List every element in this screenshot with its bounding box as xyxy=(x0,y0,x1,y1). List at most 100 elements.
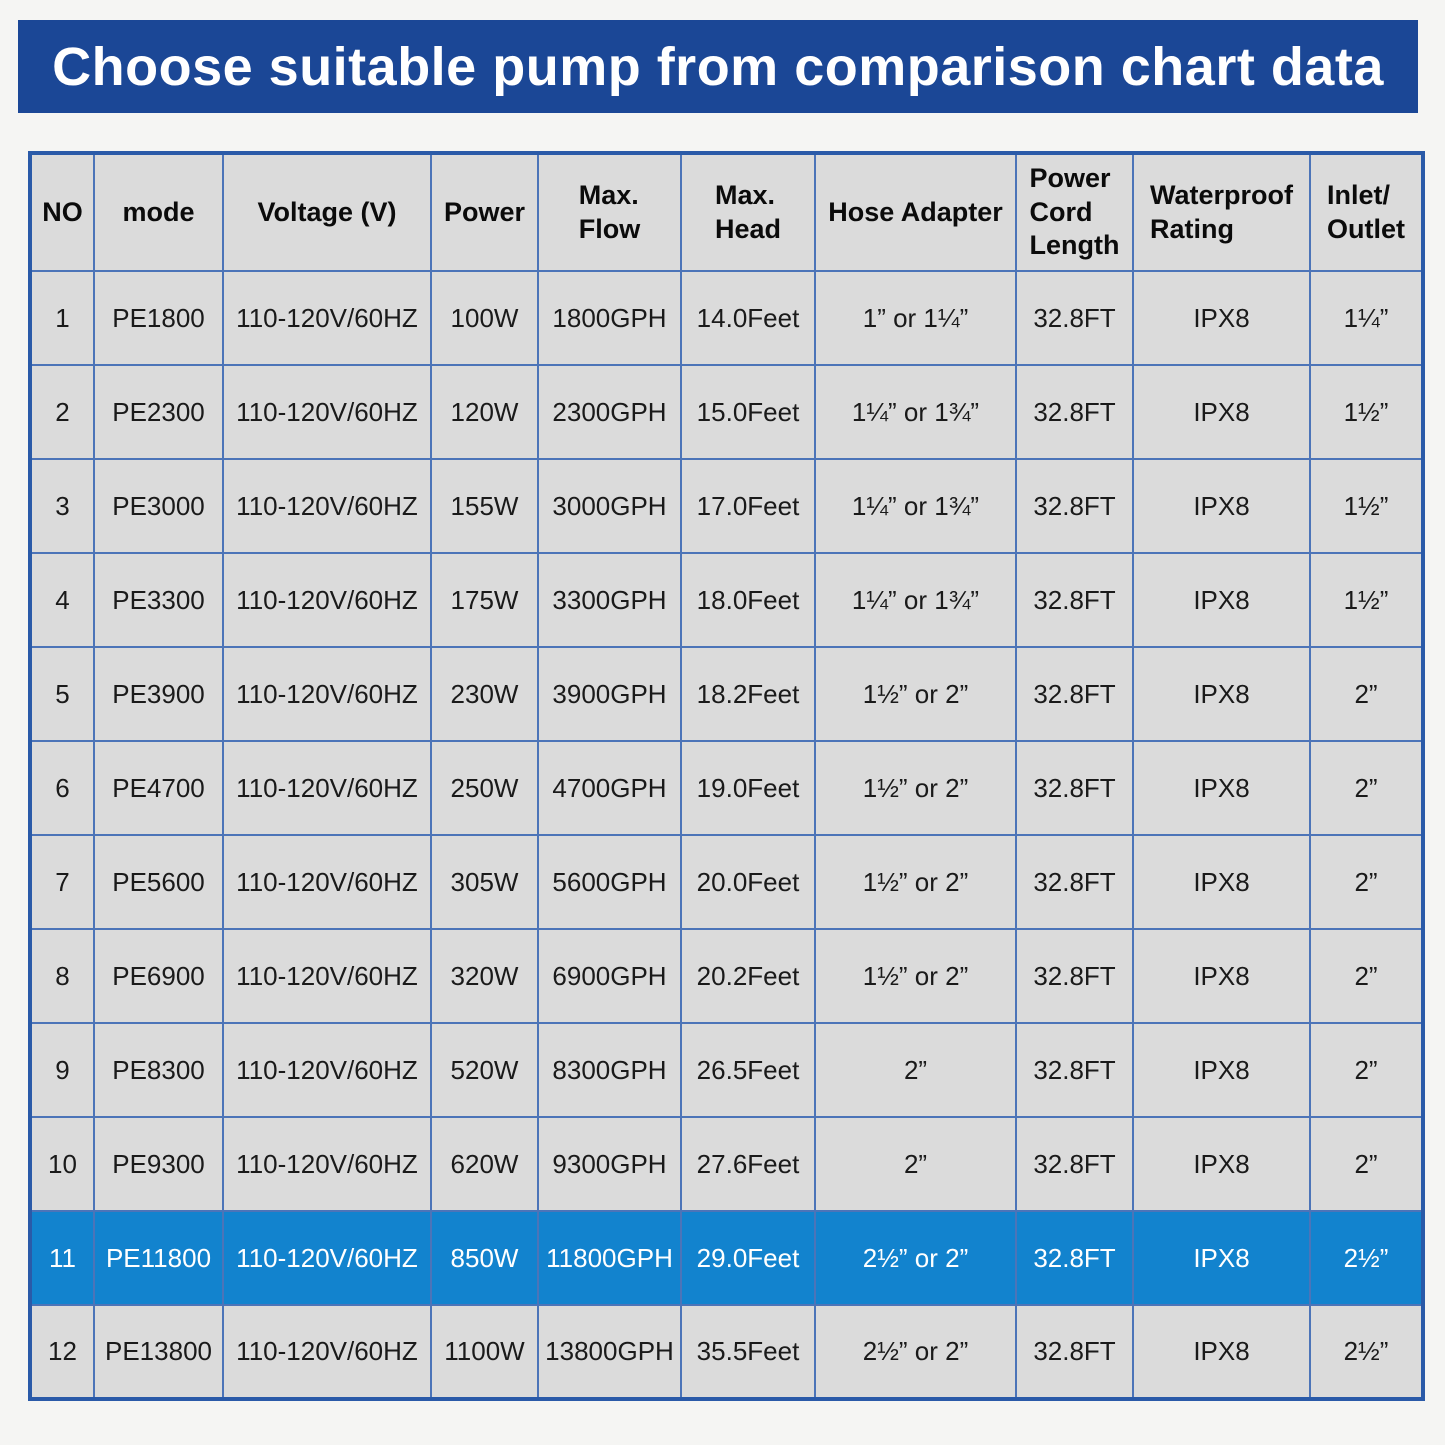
cell-mode: PE8300 xyxy=(93,1022,224,1118)
cell-max-head: 19.0Feet xyxy=(680,740,816,836)
cell-hose-adapter: 1¼” or 1¾” xyxy=(814,364,1017,460)
cell-waterproof: IPX8 xyxy=(1132,552,1311,648)
cell-waterproof: IPX8 xyxy=(1132,646,1311,742)
table-row: 12 PE13800 110-120V/60HZ 1100W 13800GPH 35.5F… xyxy=(29,1304,1424,1400)
cell-voltage: 110-120V/60HZ xyxy=(222,834,432,930)
cell-inlet-outlet: 2” xyxy=(1309,1116,1424,1212)
cell-inlet-outlet: 2” xyxy=(1309,1022,1424,1118)
cell-voltage: 110-120V/60HZ xyxy=(222,1210,432,1306)
table-row: 5 PE3900 110-120V/60HZ 230W 3900GPH 18.2Feet 1… xyxy=(29,646,1424,742)
cell-mode: PE11800 xyxy=(93,1210,224,1306)
cell-voltage: 110-120V/60HZ xyxy=(222,740,432,836)
cell-max-head: 35.5Feet xyxy=(680,1304,816,1400)
cell-power: 320W xyxy=(430,928,539,1024)
cell-waterproof: IPX8 xyxy=(1132,1304,1311,1400)
cell-no: 7 xyxy=(29,834,95,930)
cell-hose-adapter: 1¼” or 1¾” xyxy=(814,552,1017,648)
cell-waterproof: IPX8 xyxy=(1132,740,1311,836)
cell-waterproof: IPX8 xyxy=(1132,270,1311,366)
cell-voltage: 110-120V/60HZ xyxy=(222,928,432,1024)
header-row: NO mode Voltage (V) Power Max. Flow Max.… xyxy=(29,152,1424,272)
column-header-label: Inlet/ Outlet xyxy=(1327,179,1405,244)
cell-power: 850W xyxy=(430,1210,539,1306)
cell-max-flow: 13800GPH xyxy=(537,1304,682,1400)
cell-hose-adapter: 2½” or 2” xyxy=(814,1210,1017,1306)
cell-max-flow: 1800GPH xyxy=(537,270,682,366)
column-header-max-head: Max. Head xyxy=(680,152,816,272)
cell-max-flow: 11800GPH xyxy=(537,1210,682,1306)
cell-no: 10 xyxy=(29,1116,95,1212)
cell-mode: PE4700 xyxy=(93,740,224,836)
cell-hose-adapter: 1½” or 2” xyxy=(814,928,1017,1024)
cell-hose-adapter: 2” xyxy=(814,1022,1017,1118)
cell-voltage: 110-120V/60HZ xyxy=(222,1116,432,1212)
cell-max-head: 18.2Feet xyxy=(680,646,816,742)
cell-inlet-outlet: 2” xyxy=(1309,740,1424,836)
cell-cord-length: 32.8FT xyxy=(1015,1304,1134,1400)
cell-inlet-outlet: 1½” xyxy=(1309,364,1424,460)
column-header-label: Max. Head xyxy=(714,179,782,244)
cell-waterproof: IPX8 xyxy=(1132,1116,1311,1212)
cell-no: 3 xyxy=(29,458,95,554)
table-body: 1 PE1800 110-120V/60HZ 100W 1800GPH 14.0Feet 1… xyxy=(29,270,1424,1400)
cell-max-flow: 3000GPH xyxy=(537,458,682,554)
cell-waterproof: IPX8 xyxy=(1132,1210,1311,1306)
cell-hose-adapter: 1½” or 2” xyxy=(814,834,1017,930)
cell-voltage: 110-120V/60HZ xyxy=(222,364,432,460)
cell-voltage: 110-120V/60HZ xyxy=(222,458,432,554)
cell-max-head: 27.6Feet xyxy=(680,1116,816,1212)
cell-power: 305W xyxy=(430,834,539,930)
cell-max-flow: 8300GPH xyxy=(537,1022,682,1118)
cell-inlet-outlet: 2” xyxy=(1309,834,1424,930)
cell-power: 620W xyxy=(430,1116,539,1212)
table-row: 8 PE6900 110-120V/60HZ 320W 6900GPH 20.2Feet 1… xyxy=(29,928,1424,1024)
cell-max-head: 18.0Feet xyxy=(680,552,816,648)
cell-no: 6 xyxy=(29,740,95,836)
cell-inlet-outlet: 1½” xyxy=(1309,552,1424,648)
cell-no: 4 xyxy=(29,552,95,648)
cell-mode: PE6900 xyxy=(93,928,224,1024)
table-row: 2 PE2300 110-120V/60HZ 120W 2300GPH 15.0Feet 1… xyxy=(29,364,1424,460)
cell-cord-length: 32.8FT xyxy=(1015,458,1134,554)
cell-max-flow: 9300GPH xyxy=(537,1116,682,1212)
column-header-label: Power xyxy=(443,196,526,227)
column-header-no: NO xyxy=(29,152,95,272)
column-header-voltage: Voltage (V) xyxy=(222,152,432,272)
column-header-mode: mode xyxy=(93,152,224,272)
pump-comparison-table: NO mode Voltage (V) Power Max. Flow Max.… xyxy=(28,151,1425,1401)
cell-mode: PE3000 xyxy=(93,458,224,554)
column-header-inlet-outlet: Inlet/ Outlet xyxy=(1309,152,1424,272)
cell-hose-adapter: 1½” or 2” xyxy=(814,646,1017,742)
cell-no: 1 xyxy=(29,270,95,366)
cell-inlet-outlet: 2½” xyxy=(1309,1210,1424,1306)
cell-mode: PE2300 xyxy=(93,364,224,460)
column-header-label: Voltage (V) xyxy=(257,196,397,227)
column-header-label: Waterproof Rating xyxy=(1150,179,1293,244)
cell-cord-length: 32.8FT xyxy=(1015,270,1134,366)
cell-mode: PE5600 xyxy=(93,834,224,930)
cell-voltage: 110-120V/60HZ xyxy=(222,270,432,366)
cell-mode: PE9300 xyxy=(93,1116,224,1212)
table-row: 3 PE3000 110-120V/60HZ 155W 3000GPH 17.0Feet 1… xyxy=(29,458,1424,554)
cell-inlet-outlet: 2” xyxy=(1309,646,1424,742)
cell-voltage: 110-120V/60HZ xyxy=(222,1022,432,1118)
cell-power: 230W xyxy=(430,646,539,742)
cell-cord-length: 32.8FT xyxy=(1015,1210,1134,1306)
cell-no: 11 xyxy=(29,1210,95,1306)
cell-max-flow: 3900GPH xyxy=(537,646,682,742)
column-header-label: Hose Adapter xyxy=(828,196,1003,227)
cell-cord-length: 32.8FT xyxy=(1015,646,1134,742)
cell-hose-adapter: 2” xyxy=(814,1116,1017,1212)
column-header-label: Max. Flow xyxy=(578,179,641,244)
cell-max-head: 20.2Feet xyxy=(680,928,816,1024)
cell-waterproof: IPX8 xyxy=(1132,834,1311,930)
cell-max-head: 15.0Feet xyxy=(680,364,816,460)
cell-power: 120W xyxy=(430,364,539,460)
cell-max-flow: 4700GPH xyxy=(537,740,682,836)
cell-power: 155W xyxy=(430,458,539,554)
cell-power: 175W xyxy=(430,552,539,648)
cell-cord-length: 32.8FT xyxy=(1015,1116,1134,1212)
cell-max-head: 29.0Feet xyxy=(680,1210,816,1306)
cell-inlet-outlet: 2” xyxy=(1309,928,1424,1024)
cell-max-head: 17.0Feet xyxy=(680,458,816,554)
